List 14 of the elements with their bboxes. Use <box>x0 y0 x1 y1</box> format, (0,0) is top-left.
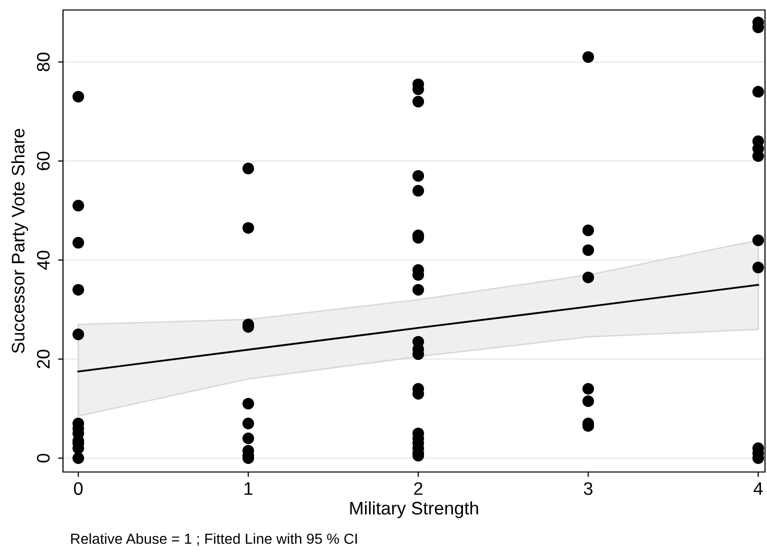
text: Relative Abuse = 1 ; Fitted Line with 95 % CI <box>71 533 357 546</box>
y-tick-label: 20 <box>36 350 50 368</box>
x-tick-label: 2 <box>414 482 422 495</box>
line-series <box>77 284 760 372</box>
y-tick-label: 40 <box>36 250 50 270</box>
x-tick-label: 0 <box>74 482 83 495</box>
y-tick-label: 0 <box>36 454 50 462</box>
x-axis-title: Military Strength <box>350 501 478 518</box>
y-tick-label: 80 <box>36 52 50 72</box>
y-axis-title: Successor Party Vote Share <box>11 128 28 354</box>
y-tick-label: 60 <box>36 152 50 170</box>
x-tick-label: 4 <box>754 482 763 495</box>
x-tick-label: 3 <box>584 482 592 495</box>
x-tick-label: 1 <box>244 482 252 495</box>
